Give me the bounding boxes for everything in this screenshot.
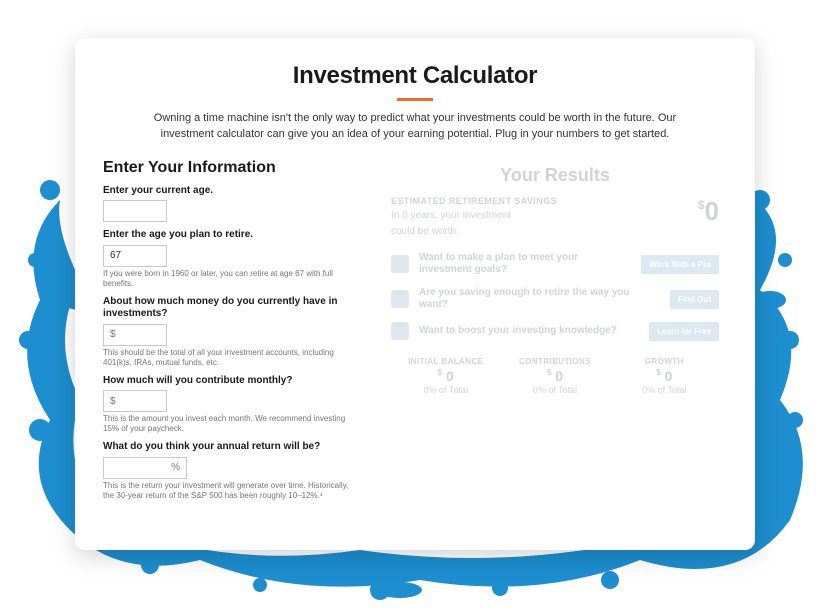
label-return: What do you think your annual return wil…: [103, 441, 361, 454]
summary-contributions: CONTRIBUTIONS $ 0 0% of Total: [500, 357, 609, 395]
field-current-investments: About how much money do you currently ha…: [103, 296, 361, 368]
summary-growth: GROWTH $ 0 0% of Total: [610, 357, 719, 395]
summary-label: GROWTH: [610, 357, 719, 366]
cta-row: Are you saving enough to retire the way …: [391, 287, 719, 312]
page-title: Investment Calculator: [103, 62, 727, 90]
input-current-age[interactable]: [103, 200, 167, 222]
label-current-investments: About how much money do you currently ha…: [103, 296, 361, 321]
estimate-sub2: could be worth:: [391, 225, 557, 238]
estimate-label: ESTIMATED RETIREMENT SAVINGS: [391, 196, 557, 206]
calculator-card: Investment Calculator Owning a time mach…: [75, 38, 755, 550]
cta-row: Want to make a plan to meet your investm…: [391, 252, 719, 277]
field-monthly: How much will you contribute monthly? Th…: [103, 375, 361, 435]
label-retire-age: Enter the age you plan to retire.: [103, 229, 361, 242]
input-retire-age[interactable]: [103, 245, 167, 267]
hint-return: This is the return your investment will …: [103, 481, 353, 501]
summary-pct: 0% of Total: [391, 385, 500, 395]
field-current-age: Enter your current age.: [103, 185, 361, 223]
label-current-age: Enter your current age.: [103, 185, 361, 198]
book-icon: [391, 322, 409, 340]
hint-retire-age: If you were born in 1960 or later, you c…: [103, 269, 353, 289]
form-panel: Enter Your Information Enter your curren…: [103, 159, 361, 508]
cta-text: Are you saving enough to retire the way …: [419, 287, 660, 312]
estimate-sub1: In 0 years, your investment: [391, 209, 557, 222]
cta-list: Want to make a plan to meet your investm…: [391, 252, 719, 341]
summary-pct: 0% of Total: [610, 385, 719, 395]
page-subtitle: Owning a time machine isn't the only way…: [145, 111, 685, 143]
cta-text: Want to make a plan to meet your investm…: [419, 252, 631, 277]
input-current-investments[interactable]: [103, 324, 167, 346]
summary-pct: 0% of Total: [500, 385, 609, 395]
cta-text: Want to boost your investing knowledge?: [419, 325, 639, 338]
piggybank-icon: [391, 290, 409, 308]
results-panel: Your Results ESTIMATED RETIREMENT SAVING…: [383, 159, 727, 508]
estimate-row: ESTIMATED RETIREMENT SAVINGS In 0 years,…: [391, 196, 719, 238]
summary-row: INITIAL BALANCE $ 0 0% of Total CONTRIBU…: [391, 357, 719, 395]
summary-initial: INITIAL BALANCE $ 0 0% of Total: [391, 357, 500, 395]
cta-row: Want to boost your investing knowledge? …: [391, 322, 719, 341]
results-title: Your Results: [391, 165, 719, 186]
summary-value: $ 0: [500, 368, 609, 384]
hint-current-investments: This should be the total of all your inv…: [103, 348, 353, 368]
form-title: Enter Your Information: [103, 159, 361, 177]
field-retire-age: Enter the age you plan to retire. If you…: [103, 229, 361, 289]
input-monthly[interactable]: [103, 390, 167, 412]
summary-value: $ 0: [610, 368, 719, 384]
find-out-button[interactable]: Find Out: [670, 290, 719, 309]
header: Investment Calculator Owning a time mach…: [103, 62, 727, 143]
learn-free-button[interactable]: Learn for Free: [649, 322, 719, 341]
accent-bar: [397, 98, 433, 101]
summary-value: $ 0: [391, 368, 500, 384]
work-with-pro-button[interactable]: Work With a Pro: [641, 255, 719, 274]
summary-label: CONTRIBUTIONS: [500, 357, 609, 366]
summary-label: INITIAL BALANCE: [391, 357, 500, 366]
field-return: What do you think your annual return wil…: [103, 441, 361, 501]
label-monthly: How much will you contribute monthly?: [103, 375, 361, 388]
estimate-value: $0: [698, 196, 719, 227]
input-return[interactable]: [103, 457, 187, 479]
hint-monthly: This is the amount you invest each month…: [103, 414, 353, 434]
handshake-icon: [391, 255, 409, 273]
